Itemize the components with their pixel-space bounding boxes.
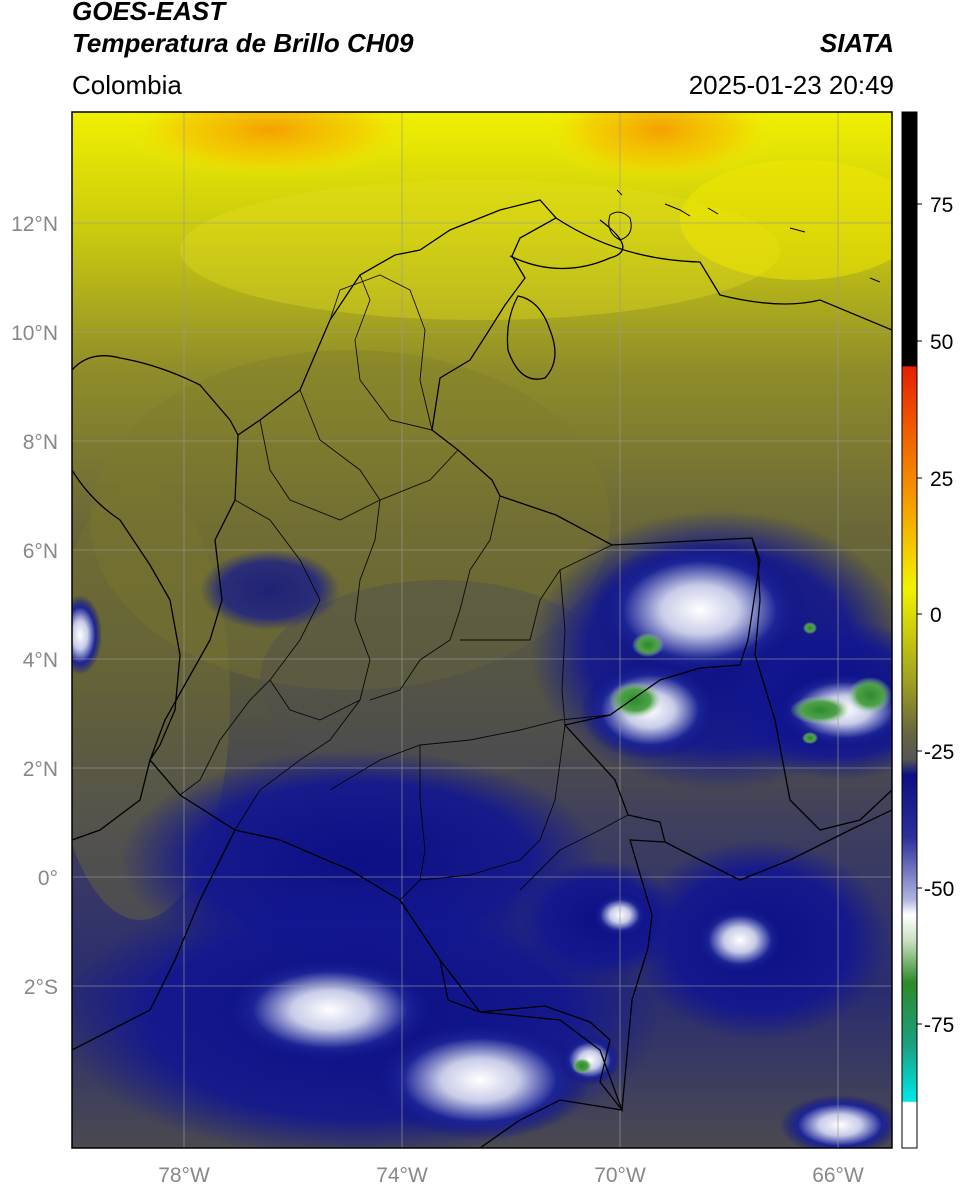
venezuela-coast — [555, 217, 892, 331]
lat-labels: 12°N 10°N 8°N 6°N 4°N 2°N 0° 2°S — [11, 213, 58, 999]
datetime-label: 2025-01-23 20:49 — [688, 70, 894, 100]
colorbar-tick: 0 — [930, 604, 942, 627]
colorbar-tick: -50 — [924, 878, 954, 901]
pacific-coast — [72, 469, 181, 761]
lon-labels: 78°W 74°W 70°W 66°W — [158, 1164, 864, 1187]
region-label: Colombia — [72, 70, 182, 100]
panama-coast — [72, 355, 239, 436]
lat-label: 2°N — [23, 758, 58, 781]
map-frame — [71, 111, 893, 1149]
islands-layer — [608, 189, 881, 283]
departments-layer — [179, 274, 629, 901]
colorbar-tick: -75 — [924, 1014, 954, 1037]
imagery-layer — [72, 112, 892, 1148]
lon-label: 70°W — [594, 1164, 646, 1187]
source-label: SIATA — [819, 28, 894, 58]
lon-label: 78°W — [158, 1164, 210, 1187]
lat-label: 0° — [38, 867, 58, 890]
peru-border — [399, 899, 623, 1148]
colombia-outline — [149, 199, 761, 1112]
lon-label: 66°W — [812, 1164, 864, 1187]
brazil-border — [664, 809, 892, 881]
lat-label: 4°N — [23, 649, 58, 672]
graticule — [72, 112, 892, 1148]
colorbar: 75 50 25 0 -25 -50 -75 — [901, 111, 954, 1149]
lake-maracaibo — [506, 295, 556, 380]
colorbar-tick: 75 — [930, 194, 953, 217]
lat-label: 2°S — [24, 976, 58, 999]
lon-label: 74°W — [376, 1164, 428, 1187]
colorbar-tick: 50 — [930, 331, 953, 354]
colorbar-tick: -25 — [924, 741, 954, 764]
colorbar-ramp — [902, 112, 917, 1148]
lat-label: 6°N — [23, 540, 58, 563]
lat-label: 8°N — [23, 431, 58, 454]
colorbar-tick: 25 — [930, 468, 953, 491]
lat-label: 10°N — [11, 322, 58, 345]
boundaries-layer — [72, 199, 892, 1148]
ecuador-border — [72, 759, 236, 1051]
product-title: Temperatura de Brillo CH09 — [72, 28, 414, 58]
satellite-title: GOES-EAST — [72, 0, 226, 26]
lat-label: 12°N — [11, 213, 58, 236]
